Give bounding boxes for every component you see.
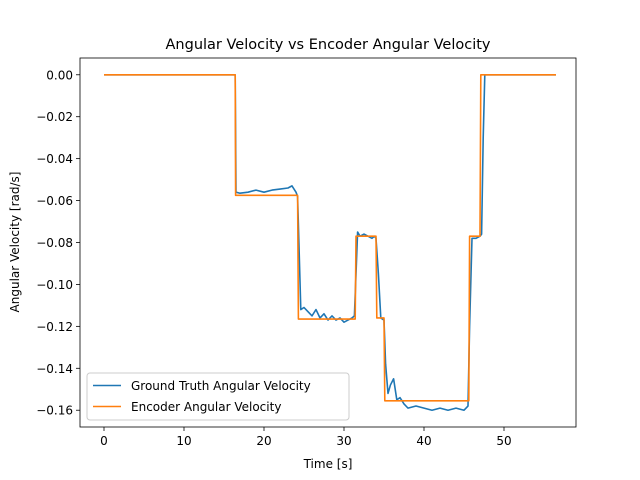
plot-background <box>80 58 576 427</box>
y-axis: 0.00 −0.02 −0.04 −0.06 −0.08 −0.10 −0.12 −0.14 −… <box>36 68 80 418</box>
legend-frame <box>86 372 350 421</box>
x-tick-label: 0 <box>100 434 108 448</box>
y-tick-label: −0.12 <box>36 320 73 334</box>
x-tick-label: 40 <box>416 434 431 448</box>
legend-label-encoder: Encoder Angular Velocity <box>131 400 281 414</box>
series-line-1 <box>104 73 556 402</box>
x-tick-label: 30 <box>336 434 351 448</box>
x-axis-label: Time [s] <box>303 457 353 471</box>
chart-title: Angular Velocity vs Encoder Angular Velo… <box>166 37 491 53</box>
y-tick-label: −0.10 <box>36 278 73 292</box>
y-tick-label: −0.14 <box>36 362 73 376</box>
y-axis-label: Angular Velocity [rad/s] <box>8 172 22 313</box>
x-tick-label: 50 <box>496 434 511 448</box>
x-tick-label: 10 <box>176 434 191 448</box>
y-tick-label: −0.08 <box>36 236 73 250</box>
y-tick-label: −0.02 <box>36 110 73 124</box>
series-line-0 <box>104 73 556 412</box>
y-tick-label: −0.06 <box>36 194 73 208</box>
series-layer <box>104 73 556 412</box>
y-tick-label: −0.04 <box>36 152 73 166</box>
legend-label-ground-truth: Ground Truth Angular Velocity <box>131 379 311 393</box>
x-axis: 0 10 20 30 40 50 <box>100 427 512 448</box>
y-tick-label: −0.16 <box>36 404 73 418</box>
y-tick-label: 0.00 <box>46 68 73 82</box>
plot-area <box>79 57 577 428</box>
legend: Ground Truth Angular Velocity Encoder An… <box>86 372 350 421</box>
x-tick-label: 20 <box>256 434 271 448</box>
